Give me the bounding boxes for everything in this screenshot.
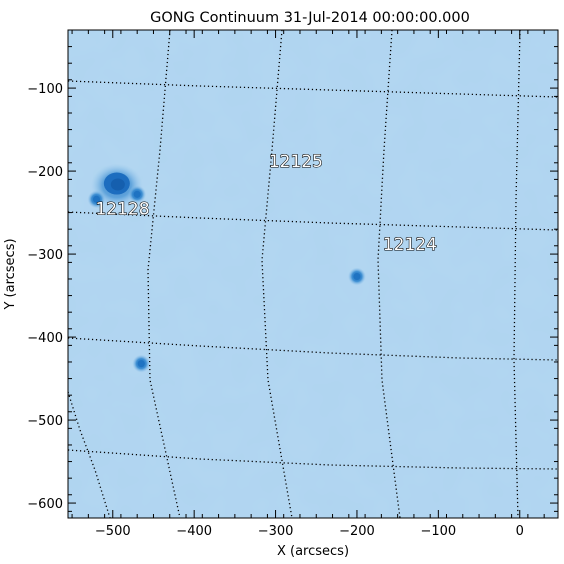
- active-region-label: 12125: [269, 152, 323, 172]
- latitude-line: [67, 211, 559, 231]
- y-tick-label: −600: [27, 497, 63, 512]
- x-axis-ticks: −500 −400 −300 −200 −100 0: [71, 30, 545, 539]
- latitude-line: [67, 449, 559, 470]
- y-tick-label: −200: [27, 165, 63, 180]
- active-region-label: 12124: [383, 235, 437, 255]
- sunspot-umbra: [133, 190, 141, 198]
- active-region-label: 12128: [95, 199, 149, 219]
- y-tick-label: −100: [27, 82, 63, 97]
- chart-title: GONG Continuum 31-Jul-2014 00:00:00.000: [150, 10, 470, 26]
- x-tick-label: −400: [176, 524, 212, 539]
- solar-image-mottling: [68, 30, 558, 518]
- plot-area: 12125 12128 12124: [67, 29, 559, 519]
- heliographic-grid: [67, 29, 559, 519]
- x-axis-label: X (arcsecs): [277, 544, 349, 559]
- x-tick-label: −100: [420, 524, 456, 539]
- sunspot-layer: [87, 163, 366, 373]
- x-tick-label: −300: [258, 524, 294, 539]
- sunspot-umbra: [110, 178, 125, 191]
- x-tick-label: −500: [95, 524, 131, 539]
- y-tick-label: −300: [27, 248, 63, 263]
- latitude-line: [67, 80, 559, 98]
- longitude-line: [377, 29, 401, 519]
- longitude-line: [513, 29, 521, 519]
- plot-frame: [67, 29, 559, 519]
- latitude-line: [67, 337, 559, 361]
- sunspot-umbra: [137, 360, 145, 368]
- longitude-line: [147, 29, 181, 519]
- y-tick-label: −400: [27, 331, 63, 346]
- sunspot-umbra: [92, 195, 100, 203]
- active-region-labels: 12125 12128 12124: [95, 152, 438, 256]
- sunspot-umbra: [353, 272, 361, 280]
- x-tick-label: 0: [516, 524, 524, 539]
- y-axis-ticks: −100 −200 −300 −400 −500 −600: [27, 46, 558, 512]
- y-tick-label: −500: [27, 414, 63, 429]
- y-axis-label: Y (arcsecs): [3, 238, 18, 310]
- longitude-line: [261, 29, 293, 519]
- x-tick-label: −200: [339, 524, 375, 539]
